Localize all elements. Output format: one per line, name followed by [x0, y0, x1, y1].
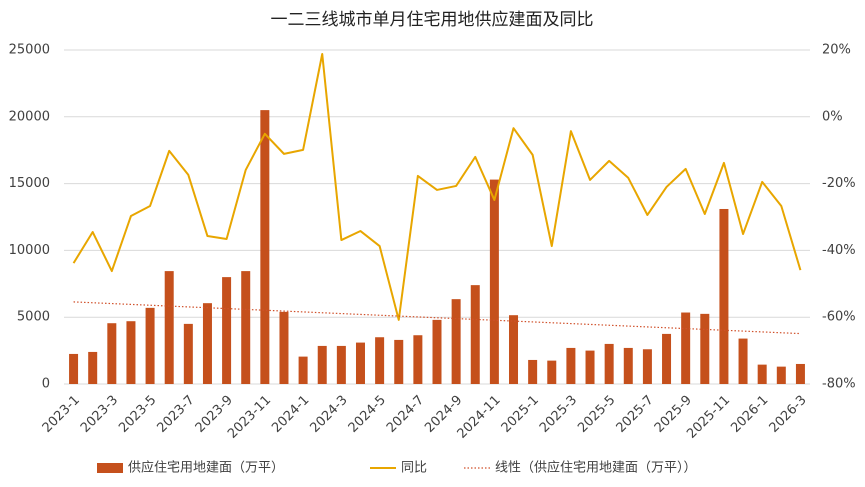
bar	[260, 110, 270, 385]
x-tick-label: 2026-3	[767, 393, 810, 436]
x-tick-label: 2023-1	[40, 393, 83, 436]
x-tick-label: 2023-7	[154, 393, 197, 436]
bar	[566, 347, 576, 384]
x-tick-label: 2024-1	[269, 393, 312, 436]
x-tick-label: 2024-7	[384, 393, 427, 436]
x-tick-label: 2024-5	[346, 393, 389, 436]
legend-swatch	[97, 463, 123, 473]
bar	[623, 347, 633, 384]
x-tick-label: 2024-3	[307, 393, 350, 436]
x-tick-label: 2025-1	[499, 393, 542, 436]
y2-tick-label: -60%	[822, 310, 856, 325]
bar	[298, 356, 308, 384]
bar	[317, 345, 327, 384]
bar	[509, 315, 519, 384]
bar	[69, 353, 79, 384]
bar	[719, 208, 729, 384]
bar	[202, 303, 212, 384]
y-tick-label: 20000	[9, 109, 50, 124]
bar	[662, 333, 672, 384]
chart-title: 一二三线城市单月住宅用地供应建面及同比	[271, 10, 594, 30]
y2-tick-label: -80%	[822, 377, 856, 392]
bar	[355, 342, 365, 384]
bar	[413, 335, 423, 384]
bar	[145, 307, 155, 384]
bar	[681, 312, 691, 384]
x-tick-label: 2026-1	[728, 393, 771, 436]
bar	[776, 366, 786, 384]
legend-label: 供应住宅用地建面（万平）	[128, 460, 284, 476]
y-tick-label: 15000	[9, 176, 50, 191]
bar	[88, 351, 98, 384]
y-tick-label: 25000	[9, 43, 50, 58]
y2-tick-label: 0%	[822, 109, 843, 124]
bar	[700, 313, 710, 384]
x-tick-label: 2023-3	[78, 393, 121, 436]
bar	[604, 343, 614, 384]
bar	[222, 277, 232, 384]
bar	[470, 285, 480, 384]
bar	[394, 339, 404, 384]
bar	[375, 337, 385, 384]
y2-tick-label: 20%	[822, 43, 851, 58]
y-tick-label: 5000	[17, 310, 50, 325]
y2-tick-label: -20%	[822, 176, 856, 191]
x-tick-label: 2025-7	[614, 393, 657, 436]
bar	[279, 311, 289, 384]
bar	[241, 271, 251, 384]
bar	[336, 345, 346, 384]
trend-line	[73, 301, 801, 335]
bar	[585, 350, 595, 384]
x-tick-label: 2023-5	[116, 393, 159, 436]
y-tick-label: 10000	[9, 243, 50, 258]
bar	[107, 323, 117, 384]
bar	[183, 323, 193, 384]
bar	[547, 360, 557, 384]
bar	[126, 321, 136, 384]
bar	[795, 363, 805, 384]
bar	[432, 319, 442, 384]
bar	[757, 364, 767, 384]
bar	[164, 271, 174, 384]
bar	[642, 349, 652, 384]
line	[72, 53, 802, 321]
x-tick-label: 2025-3	[537, 393, 580, 436]
bar	[451, 299, 461, 384]
bar	[528, 359, 538, 384]
y2-tick-label: -40%	[822, 243, 856, 258]
legend-label: 线性（供应住宅用地建面（万平））	[495, 460, 697, 476]
y-tick-label: 0	[42, 377, 50, 392]
x-tick-label: 2025-5	[575, 393, 618, 436]
bar	[489, 179, 499, 384]
legend-label: 同比	[401, 461, 427, 476]
bar	[738, 338, 748, 384]
